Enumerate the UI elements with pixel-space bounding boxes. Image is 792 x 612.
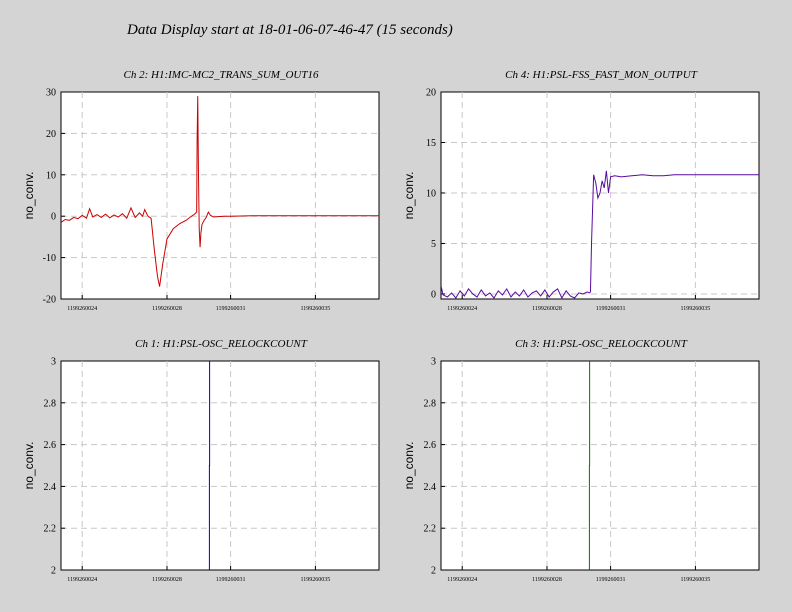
y-tick-label: -20 bbox=[43, 295, 56, 306]
y-tick-label: 2.6 bbox=[424, 440, 437, 451]
x-tick-label: 1199260035 bbox=[301, 306, 331, 312]
y-tick-label: -10 bbox=[43, 253, 56, 264]
x-tick-label: 1199260028 bbox=[152, 306, 182, 312]
series-line bbox=[441, 170, 759, 299]
x-tick-label: 1199260028 bbox=[532, 306, 562, 312]
x-tick-label: 1199260031 bbox=[216, 306, 246, 312]
y-tick-label: 2.6 bbox=[44, 440, 57, 451]
chart-panel: Ch 2: H1:IMC-MC2_TRANS_SUM_OUT16 30 20 10 0 -… bbox=[22, 69, 380, 312]
y-axis-label: no_conv. bbox=[22, 172, 36, 220]
x-tick-label: 1199260028 bbox=[532, 577, 562, 583]
x-tick-label: 1199260024 bbox=[67, 306, 97, 312]
y-tick-label: 2 bbox=[431, 566, 436, 577]
y-tick-label: 0 bbox=[51, 212, 56, 223]
chart-title: Ch 2: H1:IMC-MC2_TRANS_SUM_OUT16 bbox=[124, 69, 319, 81]
y-tick-label: 3 bbox=[431, 357, 436, 368]
chart-panel: Ch 1: H1:PSL-OSC_RELOCKCOUNT 3 2.8 2.6 2.4 2.… bbox=[22, 338, 380, 583]
x-tick-label: 1199260024 bbox=[67, 577, 97, 583]
x-tick-label: 1199260024 bbox=[447, 577, 477, 583]
chart-title: Ch 4: H1:PSL-FSS_FAST_MON_OUTPUT bbox=[505, 69, 698, 81]
y-tick-label: 10 bbox=[426, 188, 436, 199]
y-axis-label: no_conv. bbox=[22, 442, 36, 490]
y-tick-label: 20 bbox=[426, 88, 436, 99]
y-tick-label: 5 bbox=[431, 239, 436, 250]
y-tick-label: 2.8 bbox=[424, 398, 437, 409]
chart-title: Ch 3: H1:PSL-OSC_RELOCKCOUNT bbox=[515, 338, 688, 350]
x-tick-label: 1199260031 bbox=[216, 577, 246, 583]
plot-area bbox=[440, 91, 760, 300]
y-tick-label: 2.2 bbox=[424, 524, 437, 535]
y-axis-label: no_conv. bbox=[402, 442, 416, 490]
y-tick-label: 10 bbox=[46, 170, 56, 181]
x-tick-label: 1199260031 bbox=[596, 577, 626, 583]
y-tick-label: 0 bbox=[431, 289, 436, 300]
x-tick-label: 1199260035 bbox=[301, 577, 331, 583]
y-tick-label: 30 bbox=[46, 88, 56, 99]
y-tick-label: 2.8 bbox=[44, 398, 57, 409]
y-tick-label: 20 bbox=[46, 129, 56, 140]
y-tick-label: 2.2 bbox=[44, 524, 57, 535]
y-tick-label: 15 bbox=[426, 138, 436, 149]
page-title: Data Display start at 18-01-06-07-46-47 … bbox=[127, 22, 453, 38]
y-tick-label: 2.4 bbox=[44, 482, 57, 493]
x-tick-label: 1199260031 bbox=[596, 306, 626, 312]
chart-title: Ch 1: H1:PSL-OSC_RELOCKCOUNT bbox=[135, 338, 308, 350]
chart-panel: Ch 4: H1:PSL-FSS_FAST_MON_OUTPUT 20 15 10 5 0… bbox=[402, 69, 760, 312]
plot-area bbox=[60, 91, 380, 300]
y-tick-label: 3 bbox=[51, 357, 56, 368]
x-tick-label: 1199260035 bbox=[681, 577, 711, 583]
x-tick-label: 1199260035 bbox=[681, 306, 711, 312]
y-tick-label: 2.4 bbox=[424, 482, 437, 493]
x-tick-label: 1199260024 bbox=[447, 306, 477, 312]
y-tick-label: 2 bbox=[51, 566, 56, 577]
plot-area bbox=[440, 360, 760, 571]
plot-area bbox=[60, 360, 380, 571]
x-tick-label: 1199260028 bbox=[152, 577, 182, 583]
chart-panel: Ch 3: H1:PSL-OSC_RELOCKCOUNT 3 2.8 2.6 2.4 2.… bbox=[402, 338, 760, 583]
y-axis-label: no_conv. bbox=[402, 172, 416, 220]
series-line bbox=[61, 96, 379, 287]
